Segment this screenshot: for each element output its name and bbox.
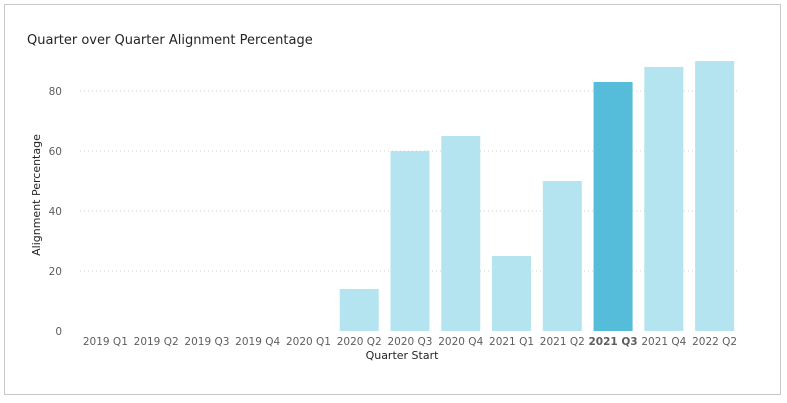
x-tick-label: 2020 Q2 — [337, 336, 382, 348]
bar-2021-q1[interactable] — [492, 256, 532, 331]
y-tick-label: 20 — [49, 266, 62, 278]
x-tick-label: 2019 Q2 — [134, 336, 179, 348]
bar-2020-q4[interactable] — [441, 136, 481, 331]
bar-2021-q2[interactable] — [542, 181, 582, 331]
x-axis-title: Quarter Start — [366, 349, 440, 362]
x-tick-label: 2020 Q1 — [286, 336, 331, 348]
bar-2020-q2[interactable] — [339, 289, 379, 331]
x-tick-label: 2021 Q4 — [641, 336, 686, 348]
bar-2021-q3[interactable] — [593, 82, 633, 331]
y-tick-label: 80 — [49, 86, 62, 98]
bar-2022-q2[interactable] — [695, 61, 735, 331]
y-tick-label: 0 — [55, 326, 62, 338]
x-tick-label: 2019 Q3 — [184, 336, 229, 348]
y-axis-ticks: 0 20 40 60 80 — [49, 86, 62, 338]
y-axis-title: Alignment Percentage — [30, 134, 43, 256]
x-tick-label: 2022 Q2 — [692, 336, 737, 348]
bars — [339, 61, 735, 331]
x-tick-label: 2019 Q4 — [235, 336, 280, 348]
bar-2021-q4[interactable] — [644, 67, 684, 331]
x-tick-label: 2020 Q3 — [387, 336, 432, 348]
x-tick-label: 2021 Q1 — [489, 336, 534, 348]
x-tick-label: 2021 Q2 — [540, 336, 585, 348]
chart-title: Quarter over Quarter Alignment Percentag… — [27, 33, 313, 48]
x-tick-label: 2021 Q3 — [589, 336, 638, 348]
x-tick-label: 2020 Q4 — [438, 336, 483, 348]
x-tick-label: 2019 Q1 — [83, 336, 128, 348]
y-tick-label: 60 — [49, 146, 62, 158]
y-tick-label: 40 — [49, 206, 62, 218]
bar-2020-q3[interactable] — [390, 151, 430, 331]
x-axis-ticks: 2019 Q1 2019 Q2 2019 Q3 2019 Q4 2020 Q1 2020 … — [83, 336, 737, 348]
